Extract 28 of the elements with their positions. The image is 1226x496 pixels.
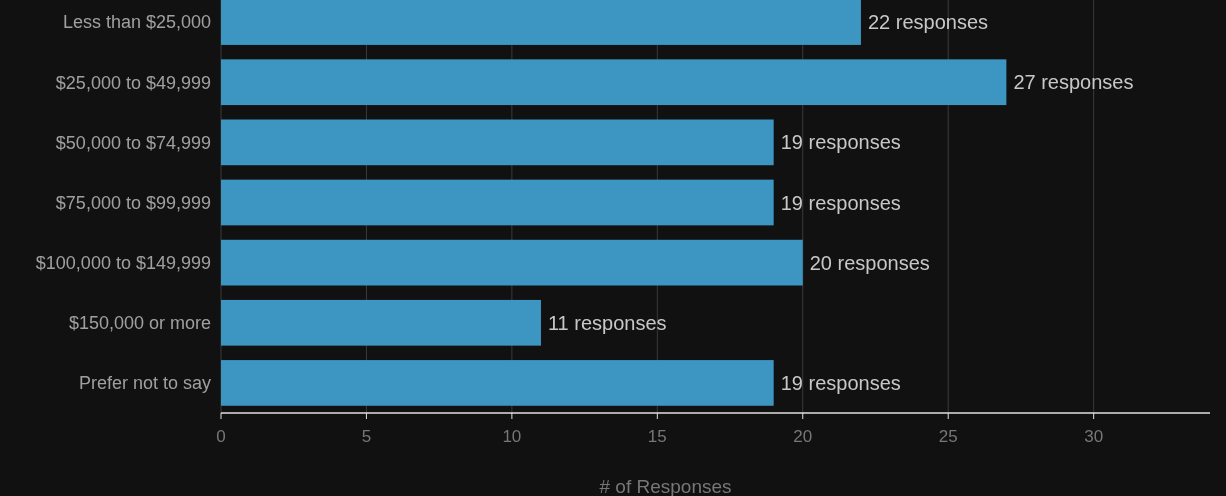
x-tick-label: 30	[1084, 427, 1104, 446]
data-label: 22 responses	[867, 11, 989, 34]
data-label: 19 responses	[780, 191, 901, 214]
x-tick-label: 5	[361, 427, 372, 446]
data-label: 19 responses	[780, 371, 901, 394]
x-tick-label: 10	[502, 427, 522, 446]
data-label: 19 responses	[780, 131, 901, 154]
y-tick-label: $50,000 to $74,999	[55, 132, 211, 153]
y-tick-label: Prefer not to say	[78, 373, 211, 394]
x-tick-label: 25	[938, 427, 958, 446]
bar	[221, 360, 774, 406]
x-tick-label: 15	[647, 427, 667, 446]
bar	[221, 59, 1007, 106]
bar	[221, 239, 803, 286]
data-label: 11 responses	[547, 311, 667, 334]
y-tick-label: Less than $25,000	[62, 12, 211, 33]
data-label: 20 responses	[809, 251, 930, 274]
bar	[221, 299, 541, 346]
bar	[221, 179, 774, 226]
y-tick-label: $150,000 or more	[68, 313, 211, 334]
y-tick-label: $25,000 to $49,999	[55, 72, 211, 93]
bar	[221, 0, 861, 45]
bar	[221, 119, 774, 166]
x-tick-label: 0	[216, 427, 226, 446]
y-tick-label: $100,000 to $149,999	[35, 252, 211, 273]
data-label: 27 responses	[1013, 71, 1134, 94]
x-tick-label: 20	[793, 427, 813, 446]
y-tick-label: $75,000 to $99,999	[55, 192, 211, 213]
